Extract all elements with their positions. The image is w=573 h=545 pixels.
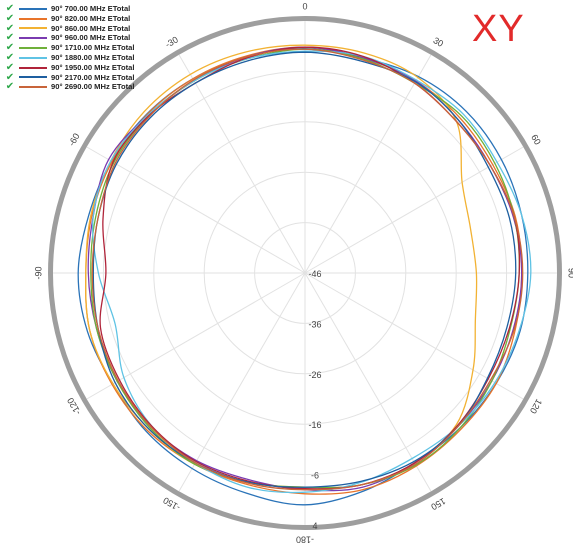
legend-swatch bbox=[19, 76, 47, 79]
legend-item[interactable]: ✔ 90° 1950.00 MHz ETotal bbox=[4, 61, 135, 73]
angular-grid-line bbox=[86, 146, 306, 274]
series-line bbox=[91, 48, 524, 491]
legend-label: 90° 960.00 MHz ETotal bbox=[51, 33, 131, 43]
legend-label: 90° 1880.00 MHz ETotal bbox=[51, 52, 135, 62]
checkmark-icon[interactable]: ✔ bbox=[5, 3, 15, 14]
legend-label: 90° 2690.00 MHz ETotal bbox=[51, 82, 135, 92]
angular-tick-label: 0 bbox=[302, 1, 307, 11]
angular-tick-label: -90 bbox=[33, 266, 43, 279]
checkmark-icon[interactable]: ✔ bbox=[5, 32, 15, 44]
legend-swatch bbox=[19, 37, 47, 40]
radial-grid-circle bbox=[102, 70, 508, 476]
angular-tick-label: 60 bbox=[529, 133, 543, 147]
angular-grid-line bbox=[304, 146, 524, 274]
angular-tick-label: -30 bbox=[164, 35, 180, 50]
legend-label: 90° 700.00 MHz ETotal bbox=[51, 4, 131, 13]
checkmark-icon[interactable]: ✔ bbox=[5, 71, 15, 83]
radial-tick-label: -46 bbox=[308, 269, 321, 279]
legend-label: 90° 820.00 MHz ETotal bbox=[51, 13, 131, 23]
legend-swatch bbox=[19, 27, 47, 30]
angular-tick-label: -60 bbox=[66, 132, 81, 148]
legend-swatch bbox=[19, 47, 47, 50]
radial-tick-label: -16 bbox=[308, 420, 321, 430]
legend-item[interactable]: ✔ 90° 700.00 MHz ETotal bbox=[4, 4, 135, 14]
legend-item[interactable]: ✔ 90° 860.00 MHz ETotal bbox=[4, 22, 135, 34]
radial-tick-label: 4 bbox=[312, 521, 317, 531]
series-line bbox=[84, 46, 523, 495]
legend-label: 90° 2170.00 MHz ETotal bbox=[51, 72, 135, 82]
angular-tick-label: 30 bbox=[431, 35, 445, 49]
radial-tick-label: -36 bbox=[308, 319, 321, 329]
legend-item[interactable]: ✔ 90° 2170.00 MHz ETotal bbox=[4, 71, 135, 83]
series-line bbox=[92, 51, 517, 488]
checkmark-icon[interactable]: ✔ bbox=[5, 81, 15, 93]
radial-tick-label: -26 bbox=[308, 370, 321, 380]
angular-tick-label: -120 bbox=[65, 396, 83, 417]
radial-tick-label: -6 bbox=[311, 471, 319, 481]
legend-swatch bbox=[19, 66, 47, 69]
polar-rim bbox=[48, 16, 562, 530]
angular-tick-label: -150 bbox=[161, 495, 182, 513]
series-line bbox=[91, 50, 532, 494]
angular-grid-line bbox=[86, 272, 306, 400]
checkmark-icon[interactable]: ✔ bbox=[5, 51, 15, 63]
angular-tick-label: 120 bbox=[528, 397, 544, 415]
legend-item[interactable]: ✔ 90° 1710.00 MHz ETotal bbox=[4, 43, 135, 53]
legend-swatch bbox=[19, 17, 47, 20]
legend-swatch bbox=[19, 56, 47, 59]
legend-item[interactable]: ✔ 90° 1880.00 MHz ETotal bbox=[4, 53, 135, 63]
angular-tick-label: -180 bbox=[296, 535, 314, 545]
plane-label: XY bbox=[472, 8, 525, 50]
angular-tick-label: 90 bbox=[567, 268, 573, 278]
checkmark-icon[interactable]: ✔ bbox=[5, 61, 15, 73]
legend-label: 90° 1710.00 MHz ETotal bbox=[51, 43, 135, 53]
checkmark-icon[interactable]: ✔ bbox=[5, 22, 15, 34]
radial-grid-circle bbox=[203, 171, 407, 375]
checkmark-icon[interactable]: ✔ bbox=[5, 42, 15, 54]
legend-label: 90° 860.00 MHz ETotal bbox=[51, 23, 131, 33]
angular-grid-line bbox=[178, 272, 306, 492]
angular-tick-label: 150 bbox=[429, 496, 447, 512]
legend-item[interactable]: ✔ 90° 960.00 MHz ETotal bbox=[4, 33, 135, 43]
angular-grid-line bbox=[304, 54, 432, 274]
legend-item[interactable]: ✔ 90° 820.00 MHz ETotal bbox=[4, 12, 135, 24]
legend-swatch bbox=[19, 86, 47, 89]
radial-grid-circle bbox=[254, 222, 356, 324]
legend: ✔ 90° 700.00 MHz ETotal ✔ 90° 820.00 MHz ET… bbox=[4, 4, 135, 92]
angular-grid-line bbox=[304, 272, 432, 492]
radial-grid-circle bbox=[153, 121, 457, 425]
legend-swatch bbox=[19, 7, 47, 10]
checkmark-icon[interactable]: ✔ bbox=[5, 12, 15, 24]
angular-grid-line bbox=[178, 54, 306, 274]
legend-item[interactable]: ✔ 90° 2690.00 MHz ETotal bbox=[4, 82, 135, 92]
legend-label: 90° 1950.00 MHz ETotal bbox=[51, 62, 135, 72]
